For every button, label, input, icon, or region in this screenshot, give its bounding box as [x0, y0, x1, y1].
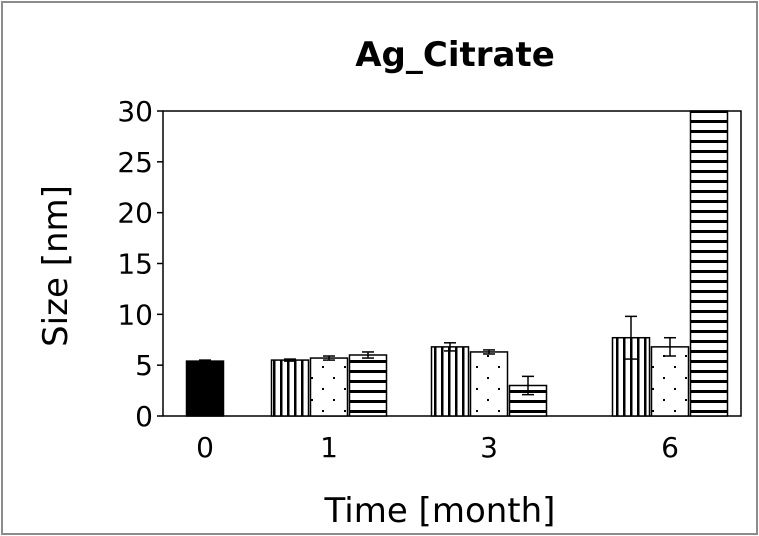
chart-title: Ag_Citrate — [355, 35, 555, 75]
bar-vertical-stripes-3 — [430, 346, 470, 417]
y-tick-label: 5 — [135, 349, 153, 382]
bar-dots-1 — [309, 357, 349, 417]
bar-horizontal-stripes-6 — [689, 110, 729, 417]
bar-solid-0 — [185, 360, 225, 417]
y-tick-label: 20 — [117, 197, 153, 230]
y-axis-label: Size [nm] — [36, 185, 76, 347]
plot-area: 0 5 10 15 20 25 30 0 1 3 6 — [117, 95, 742, 464]
y-tick-label: 0 — [135, 400, 153, 433]
x-tick-label: 6 — [661, 431, 679, 464]
bar-horizontal-stripes-1 — [348, 354, 388, 417]
bar-dots-3 — [469, 351, 509, 417]
bar-vertical-stripes-1 — [270, 359, 310, 417]
y-tick-label: 15 — [117, 248, 153, 281]
x-tick-label: 0 — [196, 431, 214, 464]
bar-dots-6 — [650, 346, 690, 417]
x-tick-label: 3 — [480, 431, 498, 464]
x-axis-label: Time [month] — [324, 491, 556, 531]
x-tick-label: 1 — [320, 431, 338, 464]
y-tick-label: 25 — [117, 146, 153, 179]
y-tick-label: 10 — [117, 298, 153, 331]
y-tick-label: 30 — [117, 95, 153, 128]
